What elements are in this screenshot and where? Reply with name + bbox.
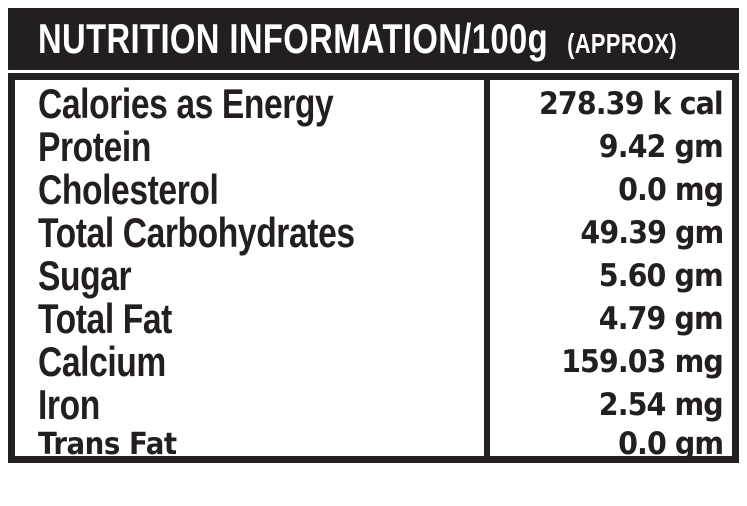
nutrient-value: 2.54 mg (599, 386, 724, 423)
nutrient-label: Calories as Energy (38, 79, 334, 127)
nutrient-value-cell: 278.39 k cal (490, 82, 732, 125)
nutrition-header-band: NUTRITION INFORMATION/100g (APPROX) (8, 8, 739, 70)
nutrient-label-cell: Iron (15, 380, 490, 428)
nutrition-table: Calories as Energy 278.39 k cal Protein … (15, 79, 732, 463)
nutrient-value: 159.03 mg (561, 343, 724, 380)
column-divider (484, 80, 490, 456)
nutrient-label: Total Carbohydrates (38, 208, 355, 256)
nutrient-value: 4.79 gm (599, 300, 724, 337)
nutrient-label: Sugar (38, 251, 132, 299)
header-text-group: NUTRITION INFORMATION/100g (APPROX) (38, 15, 677, 63)
nutrient-value-cell: 2.54 mg (490, 383, 732, 426)
nutrition-table-box: Calories as Energy 278.39 k cal Protein … (8, 73, 739, 463)
nutrient-label: Iron (38, 380, 100, 428)
nutrient-value: 5.60 gm (599, 257, 724, 294)
nutrient-value-cell: 159.03 mg (490, 340, 732, 383)
nutrient-value-cell: 0.0 gm (490, 426, 732, 462)
nutrient-value-cell: 4.79 gm (490, 297, 732, 340)
nutrient-label: Protein (38, 122, 151, 170)
nutrient-label: Cholesterol (38, 165, 219, 213)
nutrition-header-title: NUTRITION INFORMATION/100g (38, 15, 549, 62)
nutrient-value-cell: 5.60 gm (490, 254, 732, 297)
nutrient-label-cell: Calories as Energy (15, 79, 490, 127)
nutrient-label-cell: Total Carbohydrates (15, 208, 490, 256)
nutrition-header-qualifier: (APPROX) (567, 28, 678, 59)
nutrient-value: 0.0 mg (617, 171, 724, 208)
nutrient-value-cell: 49.39 gm (490, 211, 732, 254)
nutrient-label: Total Fat (38, 294, 172, 342)
nutrient-value: 278.39 k cal (539, 85, 724, 122)
nutrient-value: 0.0 gm (617, 426, 724, 462)
nutrient-value-cell: 0.0 mg (490, 168, 732, 211)
nutrient-label-cell: Total Fat (15, 294, 490, 342)
nutrient-value: 9.42 gm (599, 128, 724, 165)
nutrient-value: 49.39 gm (580, 214, 724, 251)
nutrient-label-cell: Protein (15, 122, 490, 170)
nutrient-value-cell: 9.42 gm (490, 125, 732, 168)
nutrient-label-cell: Cholesterol (15, 165, 490, 213)
nutrient-label-cell: Sugar (15, 251, 490, 299)
nutrient-label: Trans Fat (38, 426, 177, 462)
nutrient-label-cell: Calcium (15, 337, 490, 385)
nutrient-label: Calcium (38, 337, 166, 385)
nutrient-label-cell: Trans Fat (15, 426, 490, 462)
